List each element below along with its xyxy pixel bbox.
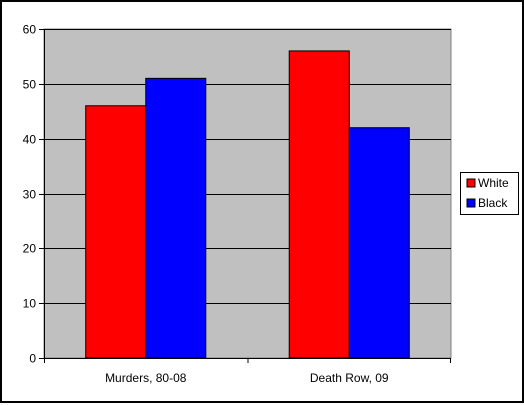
bar-black-1 [348, 127, 410, 359]
y-tick-label: 0 [29, 352, 36, 366]
y-tick-label: 50 [23, 78, 37, 92]
bar-white-0 [85, 105, 147, 359]
legend-swatch-black [466, 198, 476, 208]
bars [85, 50, 410, 359]
y-tick-labels: 0 10 20 30 40 50 60 [23, 23, 37, 366]
x-category-labels: Murders, 80-08 Death Row, 09 [105, 371, 389, 385]
legend: White Black [460, 172, 519, 215]
y-tick-label: 30 [23, 188, 37, 202]
y-tick-label: 10 [23, 297, 37, 311]
bar-white-1 [288, 50, 350, 359]
x-category-label: Death Row, 09 [310, 371, 389, 385]
y-tick-label: 60 [23, 23, 37, 37]
legend-label-black: Black [478, 196, 508, 210]
y-tick-label: 20 [23, 242, 37, 256]
legend-label-white: White [478, 176, 509, 190]
x-category-label: Murders, 80-08 [105, 371, 187, 385]
legend-swatch-white [466, 178, 476, 188]
axes [39, 29, 451, 363]
bar-black-0 [145, 77, 207, 359]
y-tick-label: 40 [23, 133, 37, 147]
